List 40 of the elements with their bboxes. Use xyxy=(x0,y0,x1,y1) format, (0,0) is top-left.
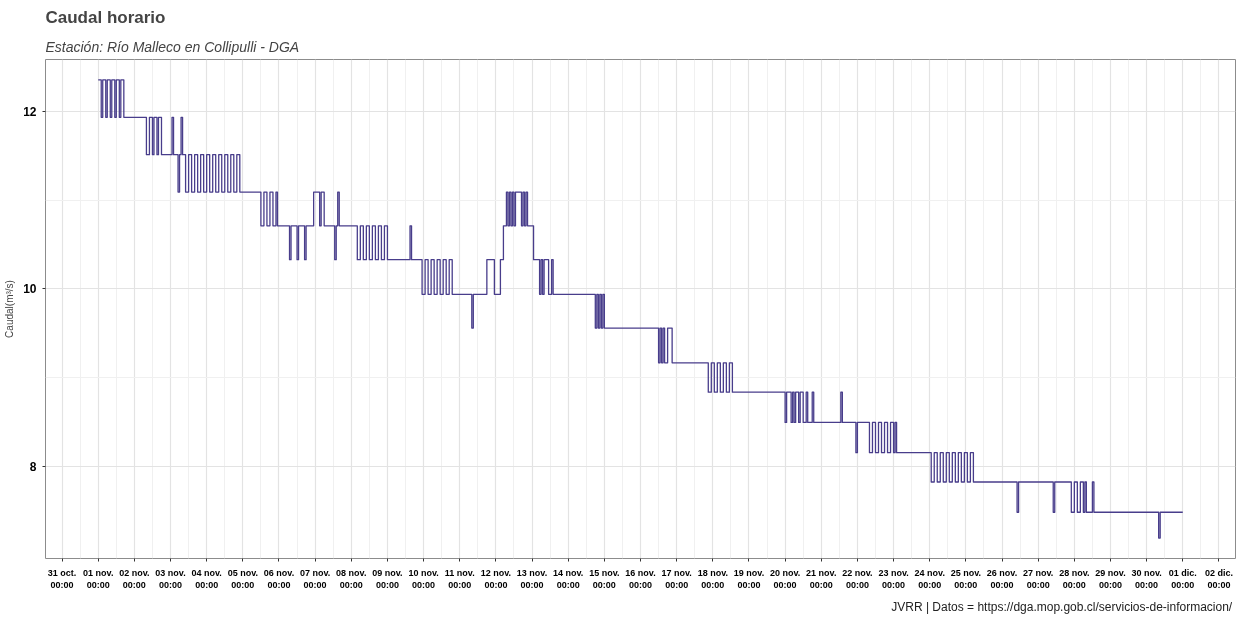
x-tick-label: 21 nov. 00:00 xyxy=(806,567,837,590)
x-tick-label: 06 nov. 00:00 xyxy=(263,567,295,590)
x-tick-label: 08 nov. 00:00 xyxy=(336,567,367,590)
x-tick-label: 09 nov. 00:00 xyxy=(372,567,403,590)
x-tick-label: 01 dic. 00:00 xyxy=(1168,567,1197,590)
chart-title: Caudal horario xyxy=(45,7,166,27)
x-tick-label: 29 nov. 00:00 xyxy=(1095,567,1126,590)
x-tick-label: 27 nov. 00:00 xyxy=(1023,567,1054,590)
chart-subtitle: Estación: Río Malleco en Collipulli - DGA xyxy=(45,38,300,55)
x-tick-label: 12 nov. 00:00 xyxy=(480,567,512,590)
y-tick-label: 10 xyxy=(23,282,37,297)
x-tick-label: 05 nov. 00:00 xyxy=(227,567,259,590)
x-tick-label: 02 nov. 00:00 xyxy=(119,567,150,590)
x-tick-label: 11 nov. 00:00 xyxy=(444,567,475,590)
x-tick-label: 23 nov. 00:00 xyxy=(878,567,909,590)
x-tick-label: 25 nov. 00:00 xyxy=(950,567,982,590)
y-tick-label: 8 xyxy=(29,460,37,475)
x-tick-label: 18 nov. 00:00 xyxy=(697,567,728,590)
x-tick-label: 01 nov. 00:00 xyxy=(83,567,114,590)
x-tick-label: 03 nov. 00:00 xyxy=(155,567,186,590)
x-tick-label: 14 nov. 00:00 xyxy=(553,567,584,590)
x-tick-label: 07 nov. 00:00 xyxy=(299,567,331,590)
x-tick-label: 19 nov. 00:00 xyxy=(733,567,765,590)
x-tick-label: 26 nov. 00:00 xyxy=(986,567,1018,590)
y-tick-label: 12 xyxy=(23,104,37,119)
x-tick-label: 16 nov. 00:00 xyxy=(625,567,656,590)
text: JVRR | Datos = https://dga.mop.gob.cl/servicios-de-informacion/ xyxy=(891,599,1233,614)
x-tick-label: 02 dic. 00:00 xyxy=(1204,567,1233,590)
x-tick-label: 22 nov. 00:00 xyxy=(842,567,873,590)
x-tick-label: 20 nov. 00:00 xyxy=(769,567,801,590)
x-tick-label: 13 nov. 00:00 xyxy=(516,567,548,590)
x-tick-label: 04 nov. 00:00 xyxy=(191,567,222,590)
x-tick-label: 24 nov. 00:00 xyxy=(914,567,945,590)
x-tick-label: 10 nov. 00:00 xyxy=(408,567,439,590)
y-axis-title: Caudal(m³/s) xyxy=(4,280,16,338)
x-tick-label: 28 nov. 00:00 xyxy=(1059,567,1090,590)
x-tick-label: 17 nov. 00:00 xyxy=(661,567,692,590)
x-tick-label: 31 oct. 00:00 xyxy=(47,567,77,590)
x-tick-label: 15 nov. 00:00 xyxy=(589,567,620,590)
x-tick-label: 30 nov. 00:00 xyxy=(1131,567,1162,590)
